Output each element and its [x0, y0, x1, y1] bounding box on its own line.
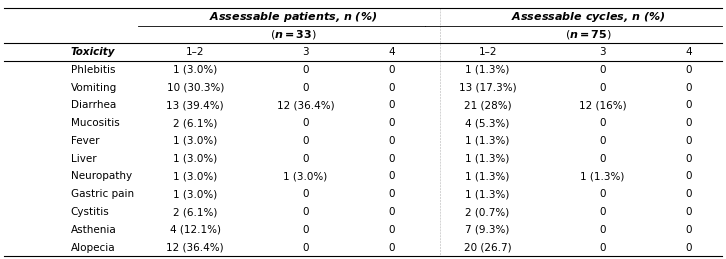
Text: 0: 0	[600, 118, 605, 128]
Text: 1 (1.3%): 1 (1.3%)	[465, 65, 510, 75]
Text: 0: 0	[302, 207, 309, 217]
Text: Fever: Fever	[70, 136, 99, 146]
Text: 4 (12.1%): 4 (12.1%)	[170, 225, 221, 235]
Text: 0: 0	[388, 83, 395, 93]
Text: 0: 0	[388, 171, 395, 182]
Text: 0: 0	[685, 118, 692, 128]
Text: 0: 0	[600, 136, 605, 146]
Text: Assessable patients, $\bfit{n}$ (%): Assessable patients, $\bfit{n}$ (%)	[209, 10, 378, 24]
Text: 0: 0	[685, 225, 692, 235]
Text: 3: 3	[599, 47, 606, 57]
Text: 0: 0	[600, 83, 605, 93]
Text: Alopecia: Alopecia	[70, 242, 115, 253]
Text: 1–2: 1–2	[478, 47, 497, 57]
Text: 0: 0	[600, 154, 605, 164]
Text: 12 (16%): 12 (16%)	[579, 100, 627, 110]
Text: Neuropathy: Neuropathy	[70, 171, 132, 182]
Text: 0: 0	[388, 242, 395, 253]
Text: 10 (30.3%): 10 (30.3%)	[166, 83, 224, 93]
Text: 0: 0	[388, 225, 395, 235]
Text: 12 (36.4%): 12 (36.4%)	[277, 100, 334, 110]
Text: 1 (1.3%): 1 (1.3%)	[465, 154, 510, 164]
Text: 1 (3.0%): 1 (3.0%)	[174, 189, 217, 199]
Text: 0: 0	[600, 189, 605, 199]
Text: 0: 0	[388, 100, 395, 110]
Text: 1 (1.3%): 1 (1.3%)	[580, 171, 625, 182]
Text: 0: 0	[685, 189, 692, 199]
Text: 0: 0	[302, 154, 309, 164]
Text: 4: 4	[388, 47, 395, 57]
Text: 0: 0	[685, 242, 692, 253]
Text: Phlebitis: Phlebitis	[70, 65, 115, 75]
Text: 1 (3.0%): 1 (3.0%)	[174, 154, 217, 164]
Text: 0: 0	[685, 154, 692, 164]
Text: 0: 0	[685, 83, 692, 93]
Text: Cystitis: Cystitis	[70, 207, 110, 217]
Text: 0: 0	[600, 225, 605, 235]
Text: 12 (36.4%): 12 (36.4%)	[166, 242, 224, 253]
Text: 0: 0	[302, 65, 309, 75]
Text: 0: 0	[302, 118, 309, 128]
Text: 13 (39.4%): 13 (39.4%)	[166, 100, 224, 110]
Text: 1 (1.3%): 1 (1.3%)	[465, 189, 510, 199]
Text: 0: 0	[685, 207, 692, 217]
Text: 0: 0	[600, 65, 605, 75]
Text: 1 (3.0%): 1 (3.0%)	[174, 136, 217, 146]
Text: 1–2: 1–2	[186, 47, 205, 57]
Text: 13 (17.3%): 13 (17.3%)	[459, 83, 516, 93]
Text: 0: 0	[600, 242, 605, 253]
Text: 0: 0	[302, 136, 309, 146]
Text: ($\bfit{n}$$\bf{=75}$): ($\bfit{n}$$\bf{=75}$)	[565, 28, 611, 41]
Text: 4 (5.3%): 4 (5.3%)	[465, 118, 510, 128]
Text: 0: 0	[302, 242, 309, 253]
Text: 0: 0	[388, 136, 395, 146]
Text: 2 (6.1%): 2 (6.1%)	[173, 118, 218, 128]
Text: Liver: Liver	[70, 154, 97, 164]
Text: 7 (9.3%): 7 (9.3%)	[465, 225, 510, 235]
Text: 0: 0	[302, 225, 309, 235]
Text: 0: 0	[388, 118, 395, 128]
Text: Asthenia: Asthenia	[70, 225, 116, 235]
Text: 1 (3.0%): 1 (3.0%)	[283, 171, 327, 182]
Text: 0: 0	[685, 65, 692, 75]
Text: 1 (1.3%): 1 (1.3%)	[465, 136, 510, 146]
Text: 0: 0	[388, 189, 395, 199]
Text: 0: 0	[388, 154, 395, 164]
Text: 2 (6.1%): 2 (6.1%)	[173, 207, 218, 217]
Text: 0: 0	[388, 65, 395, 75]
Text: 1 (3.0%): 1 (3.0%)	[174, 65, 217, 75]
Text: 4: 4	[685, 47, 692, 57]
Text: 1 (1.3%): 1 (1.3%)	[465, 171, 510, 182]
Text: Assessable cycles, $\bfit{n}$ (%): Assessable cycles, $\bfit{n}$ (%)	[511, 10, 666, 24]
Text: 20 (26.7): 20 (26.7)	[464, 242, 511, 253]
Text: 2 (0.7%): 2 (0.7%)	[465, 207, 510, 217]
Text: 0: 0	[685, 136, 692, 146]
Text: 0: 0	[302, 189, 309, 199]
Text: Mucositis: Mucositis	[70, 118, 120, 128]
Text: Vomiting: Vomiting	[70, 83, 117, 93]
Text: 0: 0	[685, 171, 692, 182]
Text: 1 (3.0%): 1 (3.0%)	[174, 171, 217, 182]
Text: 3: 3	[302, 47, 309, 57]
Text: 21 (28%): 21 (28%)	[464, 100, 511, 110]
Text: 0: 0	[685, 100, 692, 110]
Text: Diarrhea: Diarrhea	[70, 100, 116, 110]
Text: Toxicity: Toxicity	[70, 47, 115, 57]
Text: 0: 0	[600, 207, 605, 217]
Text: 0: 0	[302, 83, 309, 93]
Text: ($\bfit{n}$$\bf{=33}$): ($\bfit{n}$$\bf{=33}$)	[270, 28, 317, 41]
Text: 0: 0	[388, 207, 395, 217]
Text: Gastric pain: Gastric pain	[70, 189, 134, 199]
